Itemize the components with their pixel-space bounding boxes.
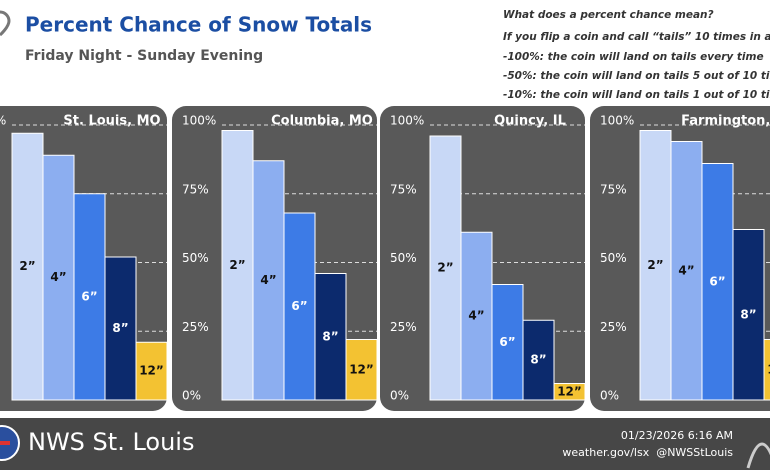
explanation-line: -100%: the coin will land on tails every… — [503, 51, 764, 63]
bar-label: 4” — [678, 263, 694, 277]
bar-label: 8” — [740, 307, 756, 321]
panel-title: Columbia, MO — [271, 114, 373, 129]
panel-title: Farmington, MO — [681, 114, 770, 129]
bar — [42, 154, 75, 401]
bar-label: 12” — [557, 384, 582, 398]
explanation-line: -50%: the coin will land on tails 5 out … — [503, 70, 770, 82]
bar — [701, 163, 734, 401]
bar — [135, 341, 168, 401]
bar-label: 12” — [349, 362, 374, 376]
footer-band — [0, 418, 770, 470]
bar-label: 2” — [19, 259, 35, 273]
y-tick-label: 0% — [390, 389, 409, 403]
bar — [73, 193, 106, 401]
bar — [460, 231, 493, 401]
bar — [429, 135, 462, 401]
bar — [763, 339, 770, 401]
bar-label: 2” — [437, 261, 453, 275]
bar-label: 8” — [322, 329, 338, 343]
bar-label: 6” — [81, 289, 97, 303]
y-tick-label: 50% — [600, 251, 627, 265]
y-tick-label: 75% — [600, 182, 627, 196]
bar — [104, 256, 137, 401]
y-tick-label: 0% — [182, 389, 201, 403]
y-tick-label: 100% — [600, 114, 634, 128]
bar — [252, 160, 285, 401]
y-tick-label: 75% — [390, 182, 417, 196]
bar-label: 4” — [468, 309, 484, 323]
footer-links: weather.gov/lsx @NWSStLouis — [562, 446, 733, 459]
arch-icon — [746, 442, 770, 469]
bar-label: 4” — [260, 273, 276, 287]
logo-pin — [0, 10, 11, 37]
charts: St. Louis, MO 0% 25% 50% 75% 100% 2” 4” 6” 8” 12” C… — [0, 106, 770, 411]
y-tick-label: 25% — [390, 320, 417, 334]
bar — [283, 212, 316, 401]
y-tick-label: 25% — [600, 320, 627, 334]
bar — [670, 141, 703, 401]
bar-label: 12” — [767, 362, 770, 376]
subtitle: Friday Night - Sunday Evening — [25, 48, 263, 64]
bar-label: 6” — [709, 274, 725, 288]
y-tick-label: 50% — [390, 251, 417, 265]
y-tick-label: 25% — [182, 320, 209, 334]
bar — [314, 273, 347, 401]
y-tick-label: 0% — [600, 389, 619, 403]
footer-office: NWS St. Louis — [28, 428, 194, 456]
bar — [11, 132, 44, 401]
bar-label: 2” — [647, 258, 663, 272]
bar-label: 4” — [50, 270, 66, 284]
title: Percent Chance of Snow Totals — [25, 13, 372, 37]
bar-label: 8” — [530, 353, 546, 367]
explanation-intro: If you flip a coin and call “tails” 10 t… — [503, 31, 770, 43]
bar — [345, 339, 378, 401]
footer-timestamp: 01/23/2026 6:16 AM — [621, 429, 733, 442]
y-tick-label: 100% — [182, 114, 216, 128]
bar — [491, 284, 524, 401]
bar — [639, 130, 672, 401]
y-tick-label: 50% — [182, 251, 209, 265]
explanation-question: What does a percent chance mean? — [503, 9, 714, 21]
panel-title: Quincy, IL — [494, 114, 566, 129]
bar-label: 6” — [291, 299, 307, 313]
y-tick-label: 100% — [0, 114, 6, 128]
y-tick-label: 100% — [390, 114, 424, 128]
bar — [221, 130, 254, 401]
panel-title: St. Louis, MO — [63, 114, 160, 129]
bar — [522, 319, 555, 401]
bar-label: 12” — [139, 364, 164, 378]
bar — [553, 383, 586, 401]
explanation-line: -10%: the coin will land on tails 1 out … — [503, 89, 770, 101]
bar — [732, 229, 765, 401]
bar-label: 6” — [499, 335, 515, 349]
y-tick-label: 75% — [182, 182, 209, 196]
bar-label: 2” — [229, 258, 245, 272]
bar-label: 8” — [112, 321, 128, 335]
